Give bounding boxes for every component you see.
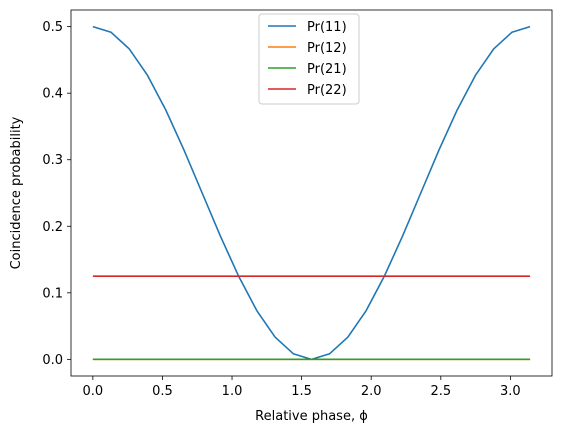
x-axis-label: Relative phase, ϕ [255, 409, 368, 424]
x-tick-label: 0.0 [83, 384, 104, 399]
legend-label: Pr(12) [307, 41, 347, 56]
y-tick-label: 0.1 [42, 286, 63, 301]
legend-box [258, 13, 360, 105]
y-tick-label: 0.0 [42, 353, 63, 368]
y-tick-label: 0.3 [42, 153, 63, 168]
y-tick-label: 0.2 [42, 220, 63, 235]
y-axis-label: Coincidence probability [9, 116, 24, 269]
legend: Pr(11) Pr(12) Pr(21) Pr(22) [258, 13, 360, 105]
x-tick-label: 1.5 [291, 384, 312, 399]
x-tick-label: 2.5 [430, 384, 451, 399]
y-tick-label: 0.4 [42, 87, 63, 102]
y-tick-label: 0.5 [42, 20, 63, 35]
plot-lines [92, 25, 531, 361]
legend-label: Pr(21) [307, 62, 347, 77]
x-tick-label: 0.5 [152, 384, 173, 399]
x-tick-label: 3.0 [500, 384, 521, 399]
plot-frame [70, 9, 553, 377]
legend-label: Pr(22) [307, 83, 347, 98]
y-axis-ticks: 0.0 0.1 0.2 0.3 0.4 0.5 [42, 20, 71, 368]
legend-label: Pr(11) [307, 20, 347, 35]
x-axis-ticks: 0.0 0.5 1.0 1.5 2.0 2.5 3.0 [83, 376, 521, 399]
x-tick-label: 2.0 [361, 384, 382, 399]
x-tick-label: 1.0 [222, 384, 243, 399]
